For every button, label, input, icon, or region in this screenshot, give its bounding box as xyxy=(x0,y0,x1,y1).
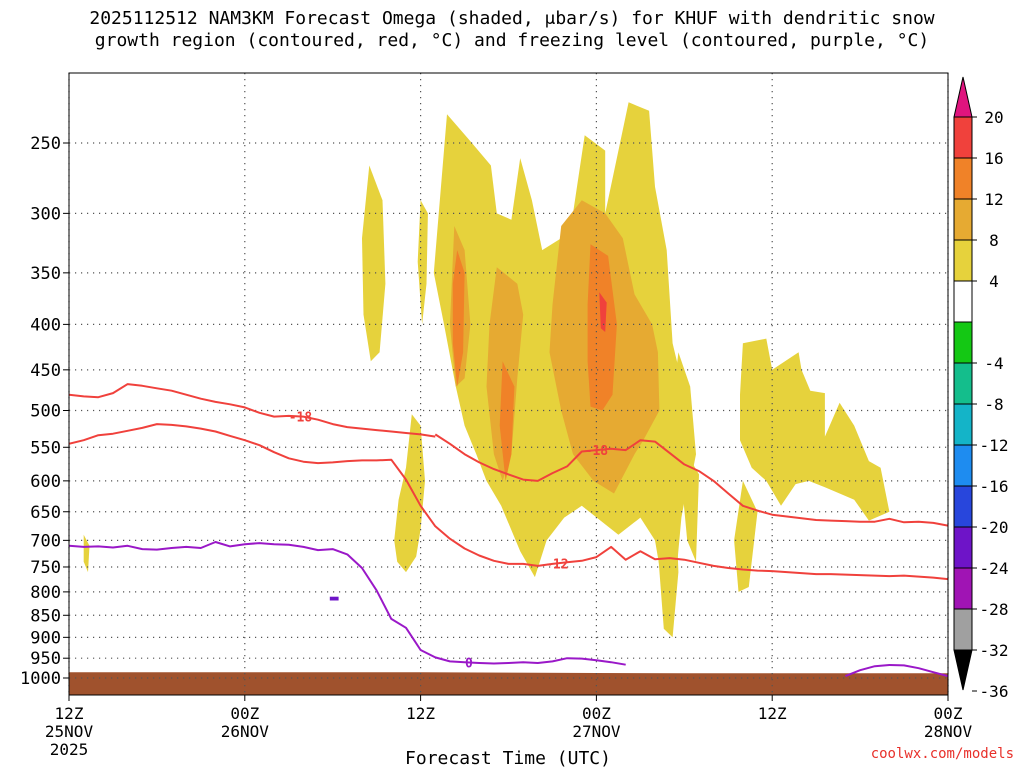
colorbar-label-12: -32 xyxy=(980,641,1009,660)
colorbar-label-7: -12 xyxy=(980,436,1009,455)
y-tick-label-500: 500 xyxy=(30,402,61,422)
contour-line-2 xyxy=(434,433,948,527)
colorbar-bin-8 xyxy=(953,403,973,446)
y-tick-label-550: 550 xyxy=(30,438,61,458)
y-tick-label-850: 850 xyxy=(30,606,61,626)
colorbar-bin-3 xyxy=(953,198,973,241)
omega-region-17 xyxy=(413,601,440,648)
colorbar-bottom-arrow xyxy=(953,649,973,691)
omega-region-12 xyxy=(96,496,103,512)
x-axis-title: Forecast Time (UTC) xyxy=(405,748,611,768)
colorbar-label-1: 16 xyxy=(984,149,1003,168)
y-tick-label-300: 300 xyxy=(30,204,61,224)
colorbar-top-arrow xyxy=(953,76,973,118)
contour-line-4 xyxy=(845,664,948,678)
y-tick-label-250: 250 xyxy=(30,134,61,154)
colorbar-label-8: -16 xyxy=(980,477,1009,496)
y-tick-label-400: 400 xyxy=(30,315,61,335)
colorbar-bin-10 xyxy=(953,485,973,528)
y-tick-label-1000: 1000 xyxy=(20,669,61,689)
colorbar-label-10: -24 xyxy=(980,559,1009,578)
x-tick-label-12: 00Z xyxy=(230,704,259,723)
contour-line-0 xyxy=(69,383,436,438)
omega-region-22 xyxy=(452,250,465,387)
y-tick-label-700: 700 xyxy=(30,531,61,551)
x-tick-date-36: 27NOV xyxy=(572,722,621,741)
plot-frame xyxy=(68,72,949,696)
y-tick-label-350: 350 xyxy=(30,264,61,284)
colorbar-label-2: 12 xyxy=(984,190,1003,209)
colorbar-label-9: -20 xyxy=(980,518,1009,537)
colorbar-bin-13 xyxy=(953,608,973,651)
contour-label-2: -18 xyxy=(585,444,609,459)
colorbar-label-4: 4 xyxy=(989,272,999,291)
omega-region-15 xyxy=(367,534,377,570)
y-tick-label-950: 950 xyxy=(30,649,61,669)
contour-label-3: 0 xyxy=(465,656,473,671)
credit-text: coolwx.com/models xyxy=(870,746,1014,762)
x-tick-year-0: 2025 xyxy=(50,740,89,759)
y-tick-label-650: 650 xyxy=(30,503,61,523)
chart-title-line-1: 2025112512 NAM3KM Forecast Omega (shaded… xyxy=(89,8,935,29)
x-tick-label-60: 00Z xyxy=(934,704,963,723)
x-tick-date-0: 25NOV xyxy=(45,722,94,741)
ground-terrain xyxy=(69,672,948,695)
omega-region-14 xyxy=(315,606,323,627)
x-tick-label-36: 00Z xyxy=(582,704,611,723)
terrain-layer xyxy=(69,672,948,695)
colorbar-bin-11 xyxy=(953,526,973,569)
contour-label-1: -12 xyxy=(545,557,568,572)
colorbar-label-5: -4 xyxy=(984,354,1003,373)
colorbar-bin-7 xyxy=(953,362,973,405)
colorbar-bin-1 xyxy=(953,116,973,159)
omega-region-16 xyxy=(413,369,420,415)
x-tick-label-24: 12Z xyxy=(406,704,435,723)
colorbar-label-6: -8 xyxy=(984,395,1003,414)
y-tick-label-450: 450 xyxy=(30,361,61,381)
omega-region-6 xyxy=(682,454,699,562)
colorbar-bin-2 xyxy=(953,157,973,200)
colorbar-label-3: 8 xyxy=(989,231,999,250)
y-tick-label-900: 900 xyxy=(30,628,61,648)
omega-region-23 xyxy=(499,361,515,481)
omega-region-3 xyxy=(394,414,425,573)
omega-shading xyxy=(69,102,890,661)
y-tick-label-600: 600 xyxy=(30,472,61,492)
temperature-contours: -18 -12 -18 0 xyxy=(69,383,948,678)
x-tick-label-48: 12Z xyxy=(758,704,787,723)
omega-region-0 xyxy=(362,165,386,362)
contour-label-0: -18 xyxy=(289,410,313,425)
colorbar-bin-9 xyxy=(953,444,973,487)
y-tick-label-800: 800 xyxy=(30,583,61,603)
x-tick-date-60: 28NOV xyxy=(924,722,973,741)
omega-region-8 xyxy=(734,480,758,592)
omega-region-2 xyxy=(83,534,90,573)
contour-line-1 xyxy=(69,423,948,581)
colorbar: 20 16 12 8 4 -4 -8 -12 -16 -20 -24 -28 -32 -36 xyxy=(953,76,1009,701)
chart-title-line-2: growth region (contoured, red, °C) and f… xyxy=(94,30,930,51)
contour-line-3 xyxy=(69,541,626,666)
colorbar-label-11: -28 xyxy=(980,600,1009,619)
colorbar-label-0: 20 xyxy=(984,108,1003,127)
omega-region-25 xyxy=(599,292,607,332)
colorbar-bin-4 xyxy=(953,239,973,282)
omega-region-26 xyxy=(329,596,339,601)
colorbar-bin-12 xyxy=(953,567,973,610)
grid-lines xyxy=(68,73,949,695)
omega-region-7 xyxy=(657,467,679,638)
axes-ticks: 2503003504004505005506006507007508008509… xyxy=(20,134,972,759)
omega-region-18 xyxy=(454,624,499,661)
omega-region-1 xyxy=(417,200,428,325)
colorbar-label-13: -36 xyxy=(980,682,1009,701)
x-tick-label-0: 12Z xyxy=(55,704,84,723)
colorbar-bin-5 xyxy=(953,280,973,323)
y-tick-label-750: 750 xyxy=(30,558,61,578)
x-tick-date-12: 26NOV xyxy=(221,722,270,741)
colorbar-bin-6 xyxy=(953,321,973,364)
omega-region-9 xyxy=(740,338,890,521)
omega-region-11 xyxy=(69,637,80,661)
